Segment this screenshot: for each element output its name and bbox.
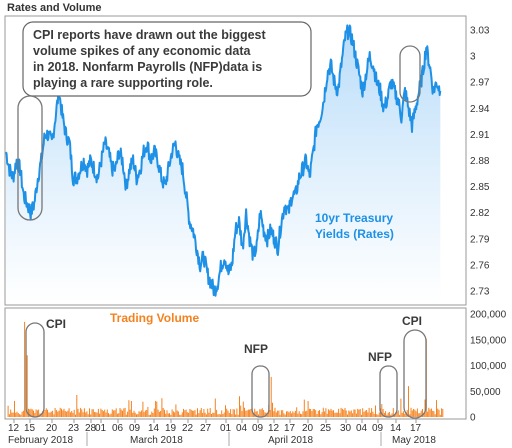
- x-tick-label: 17: [410, 423, 422, 434]
- y-tick-label: 2.85: [470, 182, 490, 193]
- cpi-volume-oval-may: [403, 329, 427, 419]
- y-tick-label: 2.94: [470, 104, 490, 115]
- x-tick-label: 04: [356, 423, 368, 434]
- x-tick-label: 27: [200, 423, 212, 434]
- y-tick-label: 3.03: [470, 26, 490, 37]
- y-tick-label: 2.91: [470, 130, 490, 141]
- month-label-feb: February 2018: [8, 435, 73, 446]
- yield-area-fill: [6, 25, 441, 305]
- x-tick-label: 04: [236, 423, 248, 434]
- x-tick-label: 06: [112, 423, 124, 434]
- x-tick-label: 14: [148, 423, 160, 434]
- volume-tick-labels: 200,000 150,000 100,000 50,000 0: [470, 310, 507, 424]
- volume-tick-label: 150,000: [470, 335, 507, 346]
- y-tick-label: 2.82: [470, 208, 490, 219]
- annotation-cpi-may: CPI: [402, 314, 422, 328]
- x-tick-label: 28: [85, 423, 97, 434]
- x-tick-label: 09: [372, 423, 384, 434]
- y-tick-label: 2.76: [470, 260, 490, 271]
- volume-panel-frame: [4, 307, 467, 420]
- annotation-nfp-may: NFP: [368, 350, 392, 364]
- yield-area-layer: [5, 24, 442, 305]
- chart-title: Rates and Volume: [7, 2, 102, 14]
- cpi-volume-oval-feb: [25, 322, 45, 418]
- month-label-mar: March 2018: [130, 435, 183, 446]
- x-tick-label: 17: [284, 423, 296, 434]
- volume-bars-layer: [7, 321, 444, 417]
- callout-line-4: playing a rare supporting role.: [33, 76, 213, 90]
- volume-tick-label: 50,000: [470, 387, 501, 398]
- x-tick-label: 30: [340, 423, 352, 434]
- x-tick-label: 12: [268, 423, 280, 434]
- volume-tick-label: 100,000: [470, 361, 507, 372]
- callout-box: [22, 21, 312, 97]
- x-tick-label: 22: [182, 423, 194, 434]
- x-tick-label: 15: [24, 423, 36, 434]
- series-label-line-1: 10yr Treasury: [315, 211, 393, 225]
- series-label-line-2: Yields (Rates): [315, 227, 394, 241]
- month-label-apr: April 2018: [268, 435, 313, 446]
- annotation-nfp-apr: NFP: [244, 342, 268, 356]
- y-tick-label: 3: [470, 52, 476, 63]
- nfp-volume-oval-may: [379, 365, 398, 418]
- month-label-may: May 2018: [392, 435, 436, 446]
- x-tick-label: 09: [129, 423, 141, 434]
- x-tick-label: 20: [302, 423, 314, 434]
- annotation-cpi-feb: CPI: [46, 317, 66, 331]
- callout-line-3: in 2018. Nonfarm Payrolls (NFP)data is: [33, 60, 262, 74]
- y-tick-label: 2.88: [470, 156, 490, 167]
- nfp-volume-oval-apr: [251, 365, 270, 418]
- volume-tick-label: 0: [470, 413, 476, 424]
- callout-line-2: volume spikes of any economic data: [33, 44, 251, 58]
- x-tick-label: 01: [220, 423, 232, 434]
- x-tick-label: 19: [165, 423, 177, 434]
- callout-line-1: CPI reports have drawn out the biggest: [33, 28, 267, 42]
- x-tick-label: 25: [320, 423, 332, 434]
- cpi-highlight-oval-feb: [17, 95, 43, 221]
- y-tick-label: 2.97: [470, 78, 490, 89]
- y-tick-label: 2.79: [470, 234, 490, 245]
- x-tick-label: 23: [68, 423, 80, 434]
- x-tick-label: 09: [252, 423, 264, 434]
- y-tick-label: 2.73: [470, 287, 490, 298]
- y-tick-labels: 3.03 3 2.97 2.94 2.91 2.88 2.85 2.82 2.79 2.76 2.7…: [470, 26, 490, 298]
- x-tick-label: 14: [390, 423, 402, 434]
- x-tick-label: 01: [95, 423, 107, 434]
- volume-series-label: Trading Volume: [110, 311, 199, 325]
- cpi-highlight-oval-may: [399, 45, 421, 103]
- volume-tick-label: 200,000: [470, 310, 507, 321]
- x-tick-label: 20: [46, 423, 58, 434]
- x-tick-label: 12: [8, 423, 20, 434]
- yield-line: [5, 24, 442, 297]
